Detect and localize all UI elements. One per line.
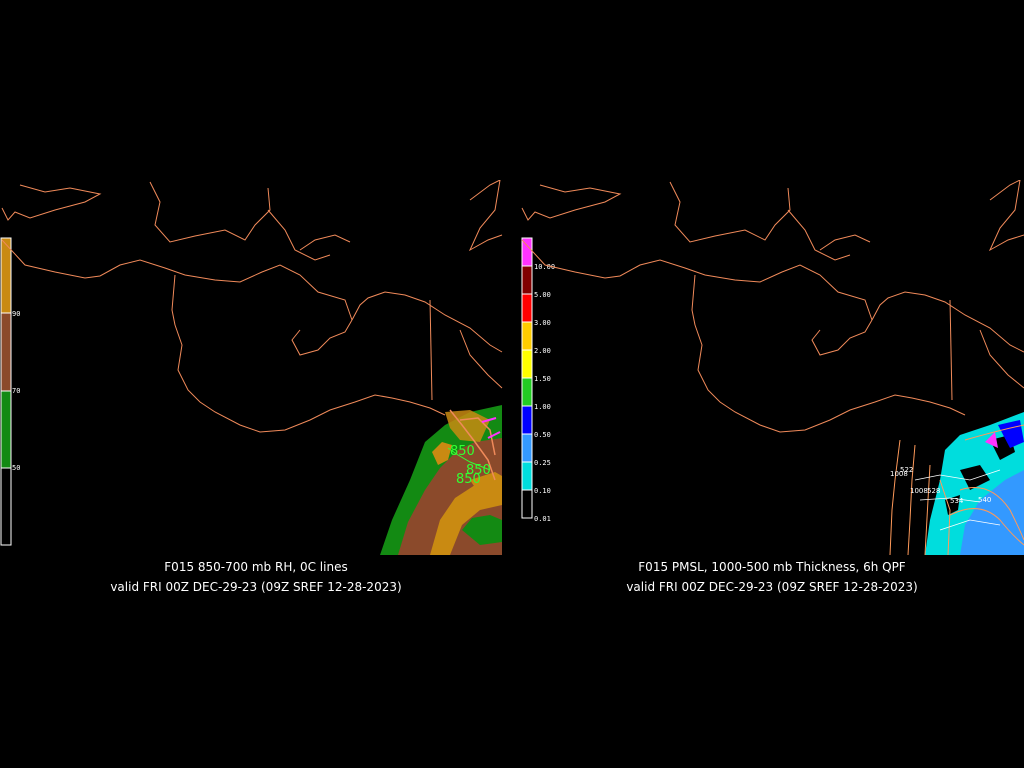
rh-map: 90 70 50 — [0, 180, 503, 555]
contour-label-850: 850 — [466, 463, 491, 478]
contour-label-522: 522 — [900, 466, 913, 474]
rh-shading — [380, 405, 502, 555]
pmsl-map: 10.00 5.00 3.00 2.00 1.50 1.00 0.50 0.25… — [521, 180, 1024, 556]
pressure-contours — [914, 469, 1001, 531]
qpf-colorbar-label: 5.00 — [534, 291, 551, 299]
qpf-colorbar-segment — [521, 377, 533, 407]
rh-colorbar-label-70: 70 — [12, 387, 20, 395]
rh-colorbar-label-50: 50 — [12, 464, 20, 472]
pmsl-coastlines — [521, 180, 1024, 433]
contour-label-850: 850 — [450, 444, 475, 459]
pmsl-map-title: F015 PMSL, 1000-500 mb Thickness, 6h QPF — [638, 560, 906, 574]
qpf-colorbar-segment — [521, 405, 533, 435]
qpf-colorbar-label: 2.00 — [534, 347, 551, 355]
contour-label-850: 850 — [456, 472, 481, 487]
pmsl-map-valid-time: valid FRI 00Z DEC-29-23 (09Z SREF 12-28-… — [626, 580, 918, 594]
qpf-colorbar-segment — [521, 349, 533, 379]
qpf-colorbar-label: 0.10 — [534, 487, 551, 495]
qpf-colorbar-segment — [521, 489, 533, 519]
contour-label-1008: 1008 — [890, 470, 908, 478]
qpf-colorbar-label: 0.50 — [534, 431, 551, 439]
qpf-colorbar-segment — [521, 293, 533, 323]
rh-map-valid-time: valid FRI 00Z DEC-29-23 (09Z SREF 12-28-… — [110, 580, 402, 594]
pmsl-map-panel: 10.00 5.00 3.00 2.00 1.50 1.00 0.50 0.25… — [520, 180, 1024, 594]
qpf-colorbar-label: 1.50 — [534, 375, 551, 383]
qpf-colorbar-segment — [521, 461, 533, 491]
qpf-colorbar-segment — [521, 265, 533, 295]
qpf-colorbar-segment — [521, 321, 533, 351]
rh-map-panel: 90 70 50 — [0, 180, 512, 594]
qpf-shading — [925, 412, 1024, 555]
qpf-colorbar-label: 10.00 — [534, 263, 555, 271]
rh-contours: 850 850 850 — [447, 417, 501, 487]
rh-coastlines — [1, 180, 503, 433]
rh-region-boundaries — [449, 409, 496, 481]
contour-label-534: 534 — [950, 497, 964, 505]
qpf-colorbar-label: 1.00 — [534, 403, 551, 411]
qpf-colorbar-label: 0.01 — [534, 515, 551, 523]
contour-label-528: 528 — [927, 487, 940, 495]
rh-colorbar: 90 70 50 — [0, 237, 20, 546]
contour-label-540: 540 — [978, 496, 991, 504]
thickness-contours — [889, 424, 1024, 556]
rh-colorbar-label-90: 90 — [12, 310, 20, 318]
rh-map-title: F015 850-700 mb RH, 0C lines — [164, 560, 348, 574]
qpf-colorbar-label: 0.25 — [534, 459, 551, 467]
qpf-colorbar-segment — [521, 433, 533, 463]
pmsl-contour-labels: 522 1008 1008 528 534 540 — [890, 466, 991, 505]
qpf-colorbar: 10.00 5.00 3.00 2.00 1.50 1.00 0.50 0.25… — [521, 237, 555, 523]
contour-label-1008: 1008 — [910, 487, 928, 495]
qpf-colorbar-label: 3.00 — [534, 319, 551, 327]
